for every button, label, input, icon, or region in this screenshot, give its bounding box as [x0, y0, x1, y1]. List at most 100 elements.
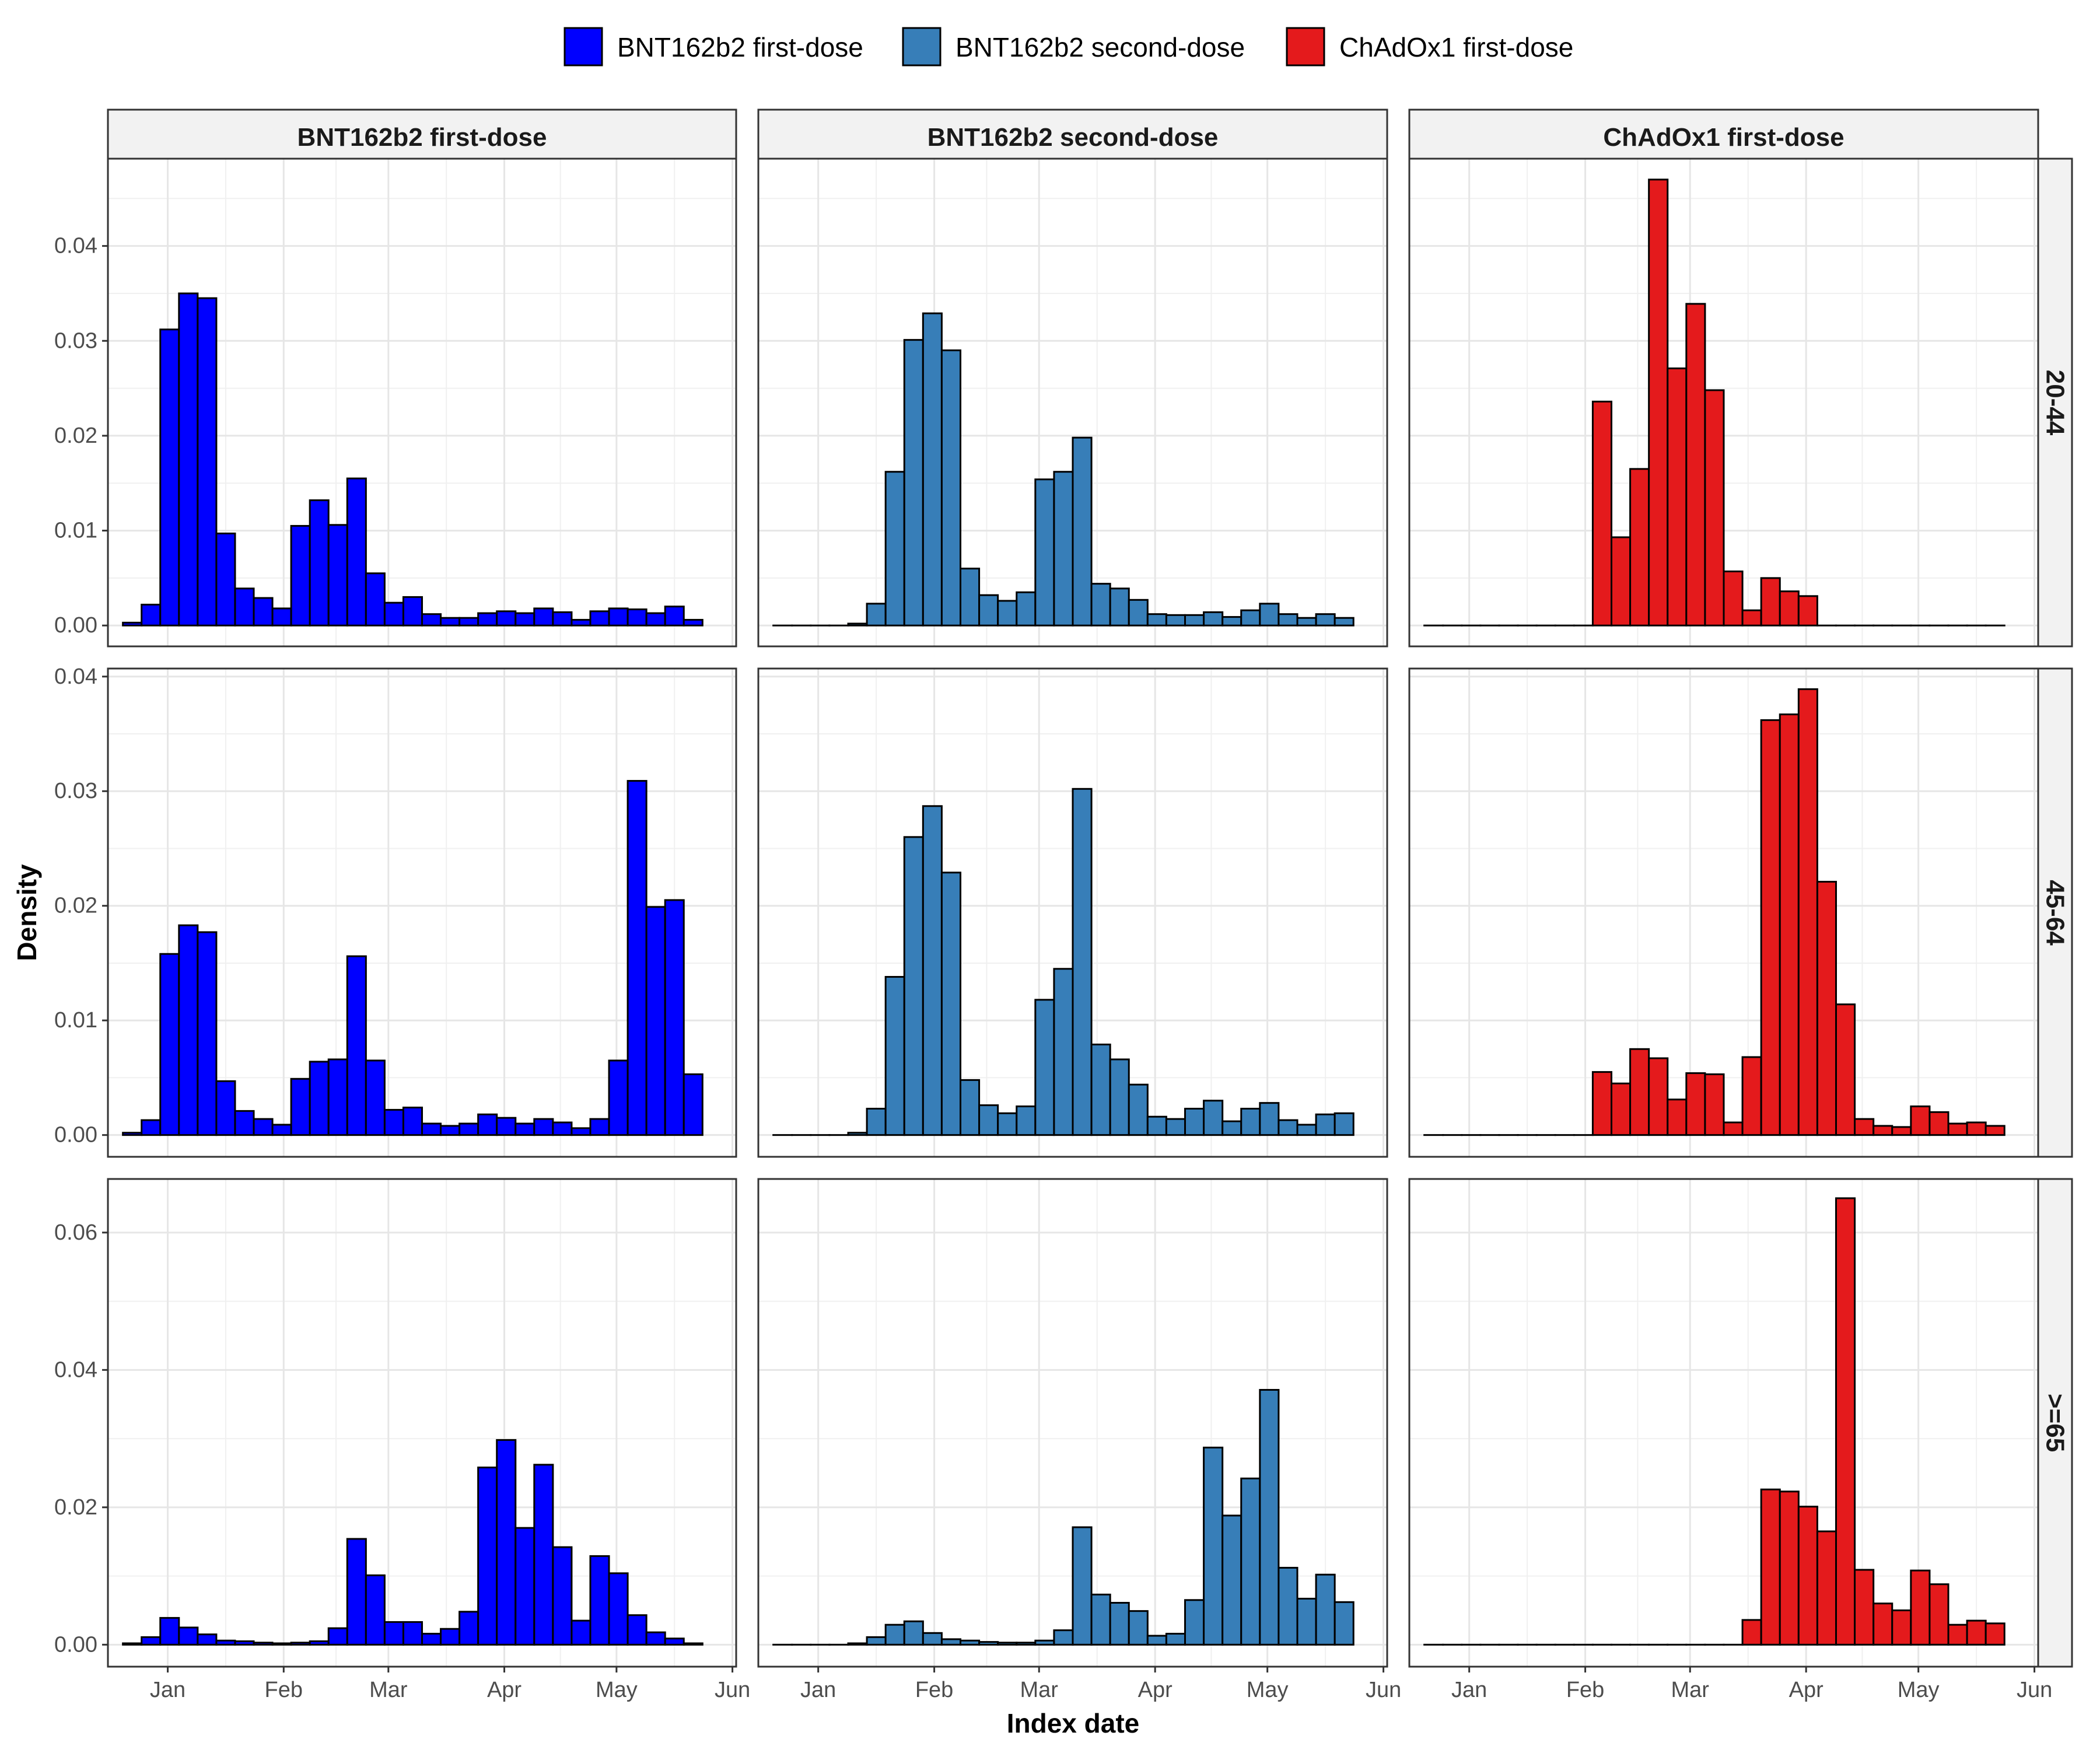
histogram-bar — [553, 1547, 572, 1644]
histogram-bar — [1335, 1602, 1353, 1644]
histogram-bar — [1147, 614, 1166, 626]
strip-label: 45-64 — [2041, 880, 2070, 946]
histogram-bar — [1147, 1636, 1166, 1644]
y-tick-label: 0.01 — [54, 519, 97, 543]
histogram-bar — [1612, 537, 1630, 625]
histogram-bar — [1855, 1570, 1874, 1644]
x-tick-label: Jan — [1451, 1678, 1487, 1702]
histogram-bar — [998, 1113, 1017, 1135]
histogram-bar — [1316, 1574, 1335, 1644]
histogram-bar — [328, 525, 347, 625]
x-tick-label: Mar — [369, 1678, 408, 1702]
histogram-bar — [422, 1124, 441, 1135]
panel-65-chadox1-first-dose — [1409, 1179, 2038, 1667]
strip-label: >=65 — [2041, 1394, 2070, 1452]
histogram-bar — [160, 1618, 179, 1644]
facet-strip-column-bnt162b2-first-dose: BNT162b2 first-dose — [108, 110, 736, 159]
histogram-bar — [1054, 969, 1073, 1135]
y-tick-label: 0.04 — [54, 1357, 97, 1382]
histogram-bar — [366, 1575, 384, 1644]
facet-strip-row-45-64: 45-64 — [2038, 669, 2072, 1157]
histogram-bar — [1185, 615, 1204, 625]
histogram-bar — [867, 1637, 886, 1644]
x-axis-title: Index date — [1007, 1708, 1140, 1738]
histogram-bar — [628, 610, 646, 626]
histogram-bar — [1761, 720, 1780, 1135]
histogram-bar — [923, 1633, 942, 1644]
histogram-bar — [590, 1556, 609, 1644]
facet-strip-row-20-44: 20-44 — [2038, 159, 2072, 646]
histogram-bar — [848, 624, 867, 625]
histogram-bar — [347, 478, 366, 625]
histogram-bar — [1874, 1126, 1892, 1135]
legend-key-bnt162b2-second-dose — [903, 28, 940, 65]
histogram-bar — [254, 1643, 272, 1645]
histogram-bar — [198, 932, 216, 1135]
histogram-bar — [1798, 689, 1817, 1135]
histogram-bar — [1668, 368, 1686, 625]
histogram-bar — [628, 1615, 646, 1645]
histogram-bar — [1054, 1630, 1073, 1645]
histogram-bar — [179, 1628, 198, 1644]
strip-label: ChAdOx1 first-dose — [1603, 123, 1844, 152]
histogram-bar — [1986, 1126, 2004, 1135]
histogram-bar — [1073, 438, 1091, 625]
facet-strip-row-65: >=65 — [2038, 1179, 2072, 1667]
histogram-bar — [553, 1122, 572, 1135]
histogram-bar — [291, 526, 310, 625]
histogram-bar — [1241, 610, 1260, 625]
histogram-bar — [460, 1612, 478, 1645]
histogram-bar — [590, 611, 609, 625]
facet-strip-column-bnt162b2-second-dose: BNT162b2 second-dose — [758, 110, 1387, 159]
y-tick-label: 0.00 — [54, 1123, 97, 1147]
histogram-bar — [310, 1641, 328, 1644]
histogram-bar — [942, 351, 960, 626]
histogram-bar — [1147, 1117, 1166, 1135]
histogram-bar — [942, 873, 960, 1135]
panel-65-bnt162b2-first-dose — [108, 1179, 736, 1667]
histogram-bar — [384, 603, 403, 625]
strip-label: BNT162b2 second-dose — [928, 123, 1219, 152]
panel-65-bnt162b2-second-dose — [758, 1179, 1387, 1667]
histogram-bar — [979, 595, 998, 625]
histogram-bar — [1649, 180, 1668, 625]
histogram-bar — [1223, 1121, 1241, 1135]
histogram-bar — [1185, 1108, 1204, 1135]
histogram-bar — [1705, 390, 1724, 625]
histogram-bar — [572, 1128, 590, 1135]
histogram-bar — [1297, 1125, 1316, 1135]
histogram-bar — [665, 900, 684, 1135]
histogram-bar — [1948, 1625, 1967, 1644]
histogram-bar — [1035, 1640, 1054, 1644]
histogram-bar — [1742, 610, 1761, 625]
histogram-bar — [422, 614, 441, 626]
histogram-bar — [123, 1643, 142, 1644]
histogram-bar — [516, 613, 534, 625]
y-axis-title: Density — [12, 864, 42, 961]
histogram-bar — [1742, 1057, 1761, 1135]
y-tick-label: 0.03 — [54, 328, 97, 353]
y-tick-label: 0.02 — [54, 1495, 97, 1520]
histogram-bar — [142, 604, 160, 625]
legend-item-bnt162b2-first-dose: BNT162b2 first-dose — [565, 28, 863, 65]
x-tick-label: Jun — [715, 1678, 750, 1702]
legend-label: BNT162b2 second-dose — [956, 32, 1245, 62]
histogram-bar — [665, 607, 684, 626]
histogram-bar — [553, 612, 572, 625]
histogram-bar — [235, 589, 254, 625]
histogram-bar — [848, 1133, 867, 1135]
histogram-bar — [1724, 572, 1742, 626]
histogram-bar — [422, 1633, 441, 1644]
facet-strip-column-chadox1-first-dose: ChAdOx1 first-dose — [1409, 110, 2038, 159]
histogram-bar — [1874, 1604, 1892, 1645]
histogram-bar — [590, 1119, 609, 1135]
histogram-bar — [1297, 618, 1316, 625]
histogram-bar — [142, 1120, 160, 1135]
histogram-bar — [254, 1119, 272, 1135]
histogram-bar — [998, 1643, 1017, 1645]
histogram-bar — [366, 1061, 384, 1135]
histogram-bar — [1836, 1198, 1855, 1644]
x-tick-label: May — [1898, 1678, 1940, 1702]
histogram-bar — [179, 293, 198, 625]
